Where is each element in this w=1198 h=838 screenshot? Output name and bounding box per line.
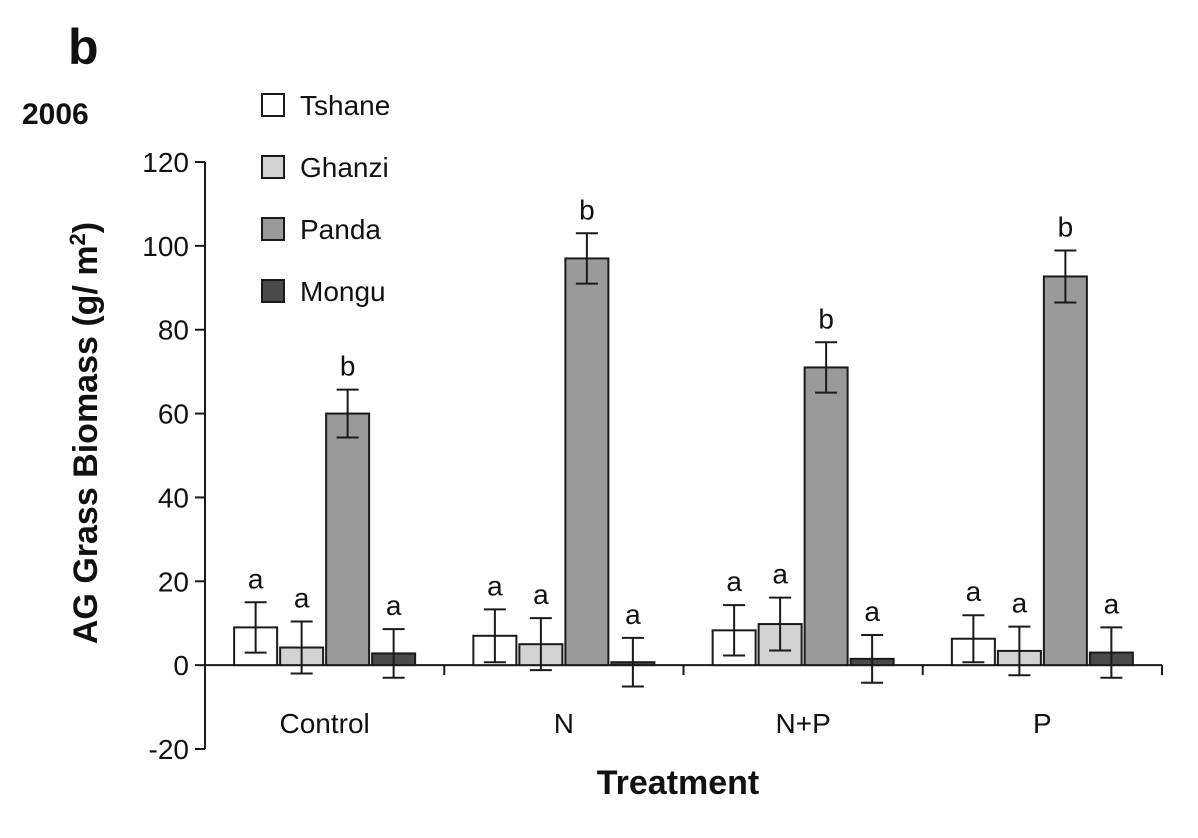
panel-label: b: [68, 19, 99, 75]
bar: [1042, 275, 1088, 667]
legend: Tshane Ghanzi Panda Mongu: [261, 90, 390, 307]
y-tick-label: 20: [158, 566, 189, 597]
significance-label: a: [294, 583, 310, 614]
y-tick-label: 80: [158, 315, 189, 346]
significance-label: b: [1058, 211, 1074, 242]
legend-swatch: [261, 217, 285, 241]
significance-label: a: [966, 576, 982, 607]
significance-label: b: [340, 351, 356, 382]
y-axis-title-end: ): [67, 222, 105, 233]
category-label: N+P: [776, 708, 831, 739]
legend-label: Tshane: [300, 90, 390, 121]
significance-label: a: [386, 590, 402, 621]
year-label: 2006: [22, 98, 89, 131]
significance-label: b: [579, 194, 595, 225]
y-tick-label: -20: [149, 734, 189, 765]
category-label: N: [554, 708, 574, 739]
y-axis: -20 0 20 40 60 80 100 120: [142, 147, 206, 765]
x-axis: Control N N+P P: [205, 664, 1163, 739]
legend-label: Ghanzi: [300, 152, 389, 183]
significance-label: a: [864, 596, 880, 627]
y-tick-label: 120: [142, 147, 189, 178]
bar: [325, 412, 371, 667]
category-label: P: [1033, 708, 1052, 739]
legend-label: Mongu: [300, 276, 386, 307]
significance-label: b: [818, 303, 834, 334]
y-axis-title-sup: 2: [65, 233, 90, 245]
y-tick-label: 100: [142, 231, 189, 262]
significance-label: a: [248, 563, 264, 594]
y-tick-label: 60: [158, 399, 189, 430]
significance-label: a: [533, 579, 549, 610]
y-tick-label: 40: [158, 482, 189, 513]
y-axis-title: AG Grass Biomass (g/ m2): [65, 222, 105, 644]
legend-label: Panda: [300, 214, 381, 245]
category-label: Control: [279, 708, 369, 739]
legend-swatch: [261, 155, 285, 179]
y-tick-label: 0: [173, 650, 189, 681]
x-axis-title: Treatment: [597, 764, 760, 802]
y-axis-title-main: AG Grass Biomass (g/ m: [67, 245, 105, 644]
significance-label: a: [726, 566, 742, 597]
significance-label: a: [1104, 588, 1120, 619]
significance-label: a: [772, 559, 788, 590]
significance-label: a: [1012, 588, 1028, 619]
bar: [803, 366, 849, 667]
significance-label: a: [487, 570, 503, 601]
significance-label: a: [625, 599, 641, 630]
legend-swatch: [261, 93, 285, 117]
legend-swatch: [261, 279, 285, 303]
bar: [564, 257, 610, 667]
